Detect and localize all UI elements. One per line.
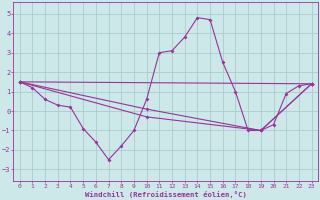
X-axis label: Windchill (Refroidissement éolien,°C): Windchill (Refroidissement éolien,°C) (85, 191, 247, 198)
